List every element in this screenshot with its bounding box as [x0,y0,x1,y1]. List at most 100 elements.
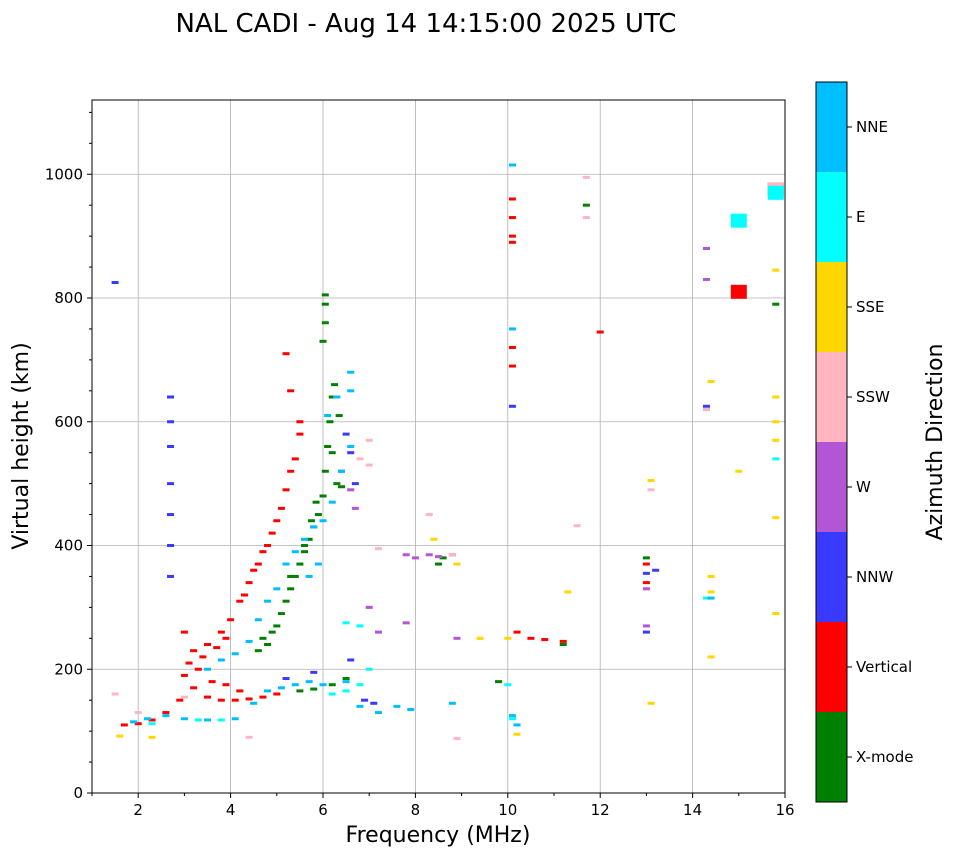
data-point [508,163,516,167]
colorbar-segment [816,442,847,532]
data-point [513,732,521,736]
data-point [254,562,262,566]
data-point [707,590,715,594]
data-point [231,652,239,656]
data-point [264,689,272,693]
data-point [559,639,567,643]
data-point [356,457,364,461]
data-point [504,636,512,640]
colorbar-segment [816,622,847,712]
data-point [167,544,175,547]
data-point [374,630,382,634]
data-point [702,596,710,600]
data-point [652,568,660,572]
data-point [319,519,327,523]
data-point [342,677,350,681]
data-point [116,734,124,738]
x-tick-label: 10 [498,801,517,819]
data-point [335,414,343,418]
data-point [120,723,128,727]
data-point [772,420,780,424]
data-point [134,722,142,726]
data-point [231,717,239,721]
data-point [194,718,202,722]
data-point [370,701,378,705]
colorbar-frame [815,81,848,803]
series-nne [130,163,715,727]
data-point [527,636,535,640]
data-point [167,395,175,399]
colorbar-segment [816,712,847,802]
data-point [425,513,433,517]
data-point [296,562,304,566]
data-point [402,621,410,625]
data-point [453,562,461,566]
x-axis-ticks: 2 4 6 8 10 12 14 16 [91,793,795,819]
data-point [245,639,253,643]
data-point [356,683,364,687]
data-point [333,395,341,399]
data-point [356,704,364,708]
data-point [319,683,327,687]
data-point [435,562,442,566]
data-point [227,618,235,622]
colorbar-segment [816,82,847,172]
data-point [287,574,295,578]
x-axis-label: Frequency (MHz) [346,823,531,848]
colorbar-label: W [856,478,871,496]
data-point [254,618,262,622]
data-point [148,735,156,739]
data-point [310,525,318,529]
data-point [176,698,184,702]
data-point [301,544,309,547]
data-point [324,414,332,418]
data-point [194,667,202,671]
data-point [273,519,281,523]
data-point [430,537,438,541]
data-point [307,519,315,523]
data-point [277,686,285,690]
colorbar-title: Azimuth Direction [923,343,948,540]
data-point [236,599,244,603]
data-point [642,630,650,634]
data-point [287,587,295,591]
data-point [217,698,225,702]
data-point [162,711,170,715]
chart-title: NAL CADI - Aug 14 14:15:00 2025 UTC [176,9,677,39]
data-point [305,537,313,541]
data-point [361,698,369,702]
data-point [508,346,516,349]
colorbar-segment [816,352,847,442]
data-point [351,482,359,486]
data-point [448,701,456,705]
data-point [314,513,322,517]
data-point [735,469,743,473]
data-point [582,203,590,207]
data-point [190,686,198,690]
series-sse [116,268,780,739]
data-point [393,704,401,708]
data-point [642,571,650,575]
y-tick-label: 1000 [45,165,83,183]
data-point [245,581,253,585]
data-point [453,737,461,741]
data-point [217,630,225,634]
data-point [642,624,650,628]
data-point [204,643,211,646]
data-point [199,655,207,659]
data-point [287,389,295,393]
data-point [222,636,230,640]
colorbar-label: Vertical [856,658,912,676]
data-point [268,531,276,535]
data-point [347,658,355,662]
y-tick-label: 200 [54,660,83,678]
data-point [772,268,780,272]
data-point [162,714,170,718]
y-tick-label: 400 [54,537,83,555]
plot-area: 2 4 6 8 10 12 14 16 0 200 400 600 800 1000 [45,99,795,819]
data-point [254,649,262,653]
data-point [148,722,156,726]
data-point [296,432,304,436]
data-point [259,550,267,554]
data-point [180,630,188,634]
